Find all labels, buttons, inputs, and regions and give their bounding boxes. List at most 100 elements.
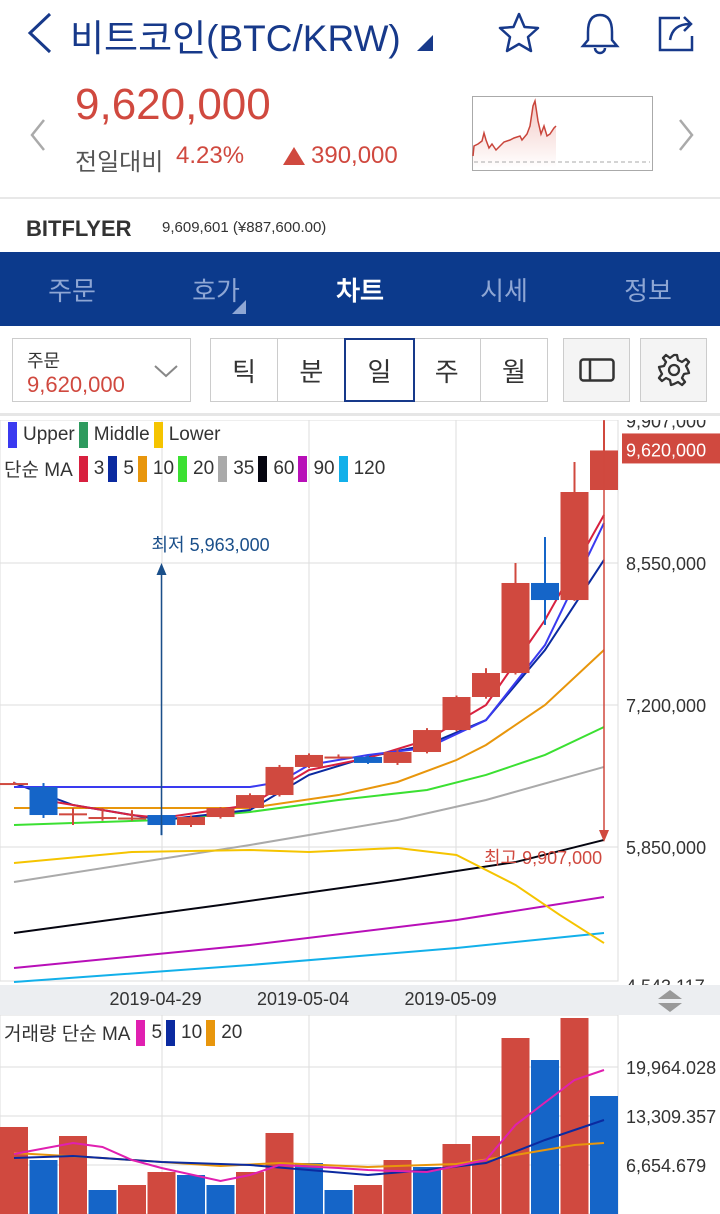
star-icon[interactable] xyxy=(497,12,541,54)
price-chart[interactable]: 9,907,000 8,550,000 7,200,000 5,850,000 4,54… xyxy=(0,420,720,985)
price-axis-label: 8,550,000 xyxy=(626,554,706,574)
tab-label: 주문 xyxy=(48,275,96,306)
ma-line-60 xyxy=(13,838,605,935)
tab-label: 호가 xyxy=(192,275,240,306)
period-month[interactable]: 월 xyxy=(501,356,526,387)
price-axis-label: 5,850,000 xyxy=(626,838,706,858)
arrow-head-icon xyxy=(599,830,609,842)
order-select[interactable]: 주문 9,620,000 xyxy=(12,338,191,402)
period-minute[interactable]: 분 xyxy=(278,339,346,401)
candle xyxy=(383,752,412,763)
tab-order[interactable]: 주문 xyxy=(0,252,144,326)
legend-swatch xyxy=(258,455,268,482)
legend-swatch xyxy=(78,422,88,448)
share-icon[interactable] xyxy=(656,12,700,54)
band-legend: Upper Middle Lower xyxy=(4,422,220,448)
legend-swatch xyxy=(338,455,348,482)
volume-bar xyxy=(324,1190,353,1214)
change-amount: 390,000 xyxy=(311,142,398,169)
chevron-down-icon xyxy=(154,365,178,378)
volume-ma-line-5 xyxy=(13,1069,605,1183)
legend-swatch xyxy=(78,455,88,482)
legend-item: 3 xyxy=(93,457,105,479)
legend-item: 10 xyxy=(152,457,175,479)
next-chevron-icon[interactable] xyxy=(676,118,696,152)
bell-icon[interactable] xyxy=(578,10,622,56)
tab-info[interactable]: 정보 xyxy=(576,252,720,326)
candle xyxy=(531,582,559,601)
volume-bar xyxy=(0,1126,28,1214)
volume-chart[interactable]: 19,964.028 13,309.357 6,654.679 xyxy=(0,1015,720,1214)
candle xyxy=(265,766,294,796)
order-select-label: 주문 xyxy=(27,351,61,371)
legend-item: Lower xyxy=(168,424,221,445)
tab-chart[interactable]: 차트 xyxy=(288,252,432,326)
page-title[interactable]: 비트코인(BTC/KRW) xyxy=(70,8,434,62)
resize-handle-icon[interactable] xyxy=(658,990,682,1012)
date-axis xyxy=(0,985,720,1015)
settings-button[interactable] xyxy=(640,338,707,402)
candle xyxy=(413,730,441,753)
exchange-name: BITFLYER xyxy=(26,216,132,241)
legend-item: 5 xyxy=(151,1021,163,1043)
volume-bar xyxy=(88,1190,117,1214)
candle xyxy=(472,673,500,698)
volume-axis-label: 13,309.357 xyxy=(626,1107,716,1127)
back-chevron-icon xyxy=(27,12,52,54)
candle xyxy=(501,582,530,674)
date-label: 2019-04-29 xyxy=(109,989,202,1009)
candle xyxy=(560,491,589,601)
ma-line-Lower xyxy=(13,846,605,944)
volume-bar xyxy=(413,1166,441,1214)
gear-icon xyxy=(657,353,690,387)
price-axis-label: 9,907,000 xyxy=(626,420,706,431)
period-selector: 틱 분 일 주 월 xyxy=(210,338,548,402)
legend-item: Upper xyxy=(23,424,75,445)
low-annotation: 최저 5,963,000 xyxy=(152,535,270,555)
back-button[interactable] xyxy=(20,10,60,56)
period-day[interactable]: 일 xyxy=(344,338,415,402)
legend-swatch xyxy=(108,455,118,482)
candle xyxy=(29,787,58,816)
ma-line-10 xyxy=(14,649,605,809)
legend-item: 35 xyxy=(233,457,255,479)
sparkline-chart[interactable] xyxy=(472,96,653,171)
legend-swatch xyxy=(206,1019,216,1046)
change-label: 전일대비 xyxy=(75,149,164,176)
tab-orderbook[interactable]: 호가 xyxy=(144,252,288,326)
legend-item: 20 xyxy=(193,457,215,479)
candle xyxy=(206,807,235,818)
prev-chevron-icon[interactable] xyxy=(28,118,48,152)
candle xyxy=(59,813,87,816)
current-price-tag-label: 9,620,000 xyxy=(626,440,706,460)
candle xyxy=(295,754,323,767)
divider xyxy=(0,197,720,199)
volume-bar xyxy=(147,1171,176,1214)
dropdown-triangle-icon xyxy=(417,35,434,51)
legend-item: 20 xyxy=(221,1021,243,1043)
legend-swatch xyxy=(153,422,163,448)
volume-bar xyxy=(118,1185,146,1214)
change-percent: 4.23% xyxy=(176,142,245,169)
divider xyxy=(0,413,720,416)
up-triangle-icon xyxy=(283,147,305,165)
volume-bar xyxy=(354,1185,382,1214)
candle xyxy=(88,817,117,820)
current-price: 9,620,000 xyxy=(75,80,271,129)
period-tick[interactable]: 틱 xyxy=(211,339,279,401)
date-label: 2019-05-04 xyxy=(257,989,350,1009)
period-week[interactable]: 주 xyxy=(414,339,481,401)
legend-item: 5 xyxy=(123,457,134,479)
tab-quotes[interactable]: 시세 xyxy=(432,252,576,326)
tab-label: 정보 xyxy=(624,275,672,306)
legend-swatch xyxy=(178,455,188,482)
layout-button[interactable] xyxy=(563,338,630,402)
volume-axis-label: 6,654.679 xyxy=(626,1156,706,1176)
candle xyxy=(0,783,28,786)
dropdown-triangle-icon xyxy=(232,300,246,314)
volume-ma-line-10 xyxy=(13,1119,605,1177)
candle xyxy=(324,756,353,759)
price-axis-label: 7,200,000 xyxy=(626,696,706,716)
volume-legend-label: 거래량 단순 MA xyxy=(4,1024,131,1045)
legend-swatch xyxy=(298,455,308,482)
